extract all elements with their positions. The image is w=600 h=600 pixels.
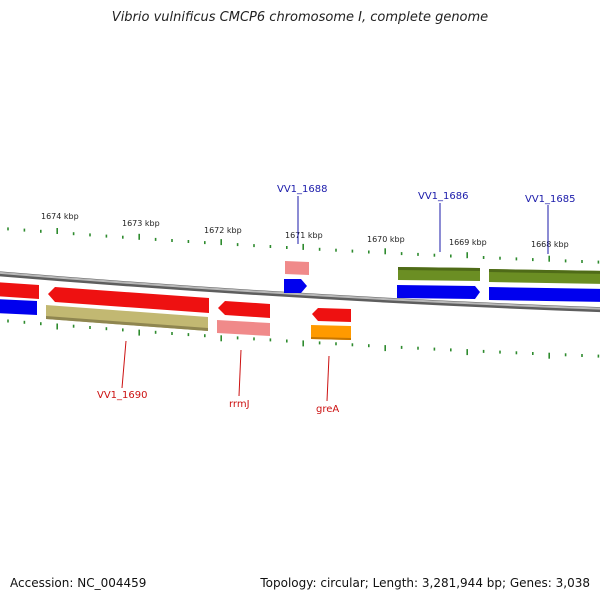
backbone (0, 271, 600, 310)
gene-grea-orange-shadow (311, 337, 351, 340)
gene-rrmj-pink[interactable] (217, 320, 270, 336)
gene-left-red[interactable] (0, 282, 39, 299)
genome-summary-text: Topology: circular; Length: 3,281,944 bp… (260, 576, 590, 590)
tick-ring-outer (7, 227, 600, 264)
gene-vv1-1685-green-top (489, 269, 600, 274)
gene-left-blue[interactable] (0, 299, 37, 315)
gene-vv1-1690-tan-shadow (46, 316, 208, 331)
scale-label-1673: 1673 kbp (122, 219, 160, 228)
gene-grea-red[interactable] (312, 308, 351, 322)
leader-rrmj (238, 349, 242, 397)
gene-vv1-1688-pink[interactable] (285, 261, 309, 275)
leader-grea (326, 355, 330, 402)
gene-label-vv1-1688[interactable]: VV1_1688 (277, 184, 328, 195)
gene-vv1-1685-blue[interactable] (489, 287, 600, 302)
top-gene-labels: VV1_1688 VV1_1686 VV1_1685 (277, 184, 576, 254)
gene-vv1-1686-green-top (398, 267, 480, 271)
scale-label-1669: 1669 kbp (449, 238, 487, 247)
gene-label-vv1-1686[interactable]: VV1_1686 (418, 191, 469, 202)
gene-vv1-1690-tan[interactable] (46, 305, 208, 331)
gene-label-vv1-1690[interactable]: VV1_1690 (97, 390, 148, 401)
accession-text: Accession: NC_004459 (10, 576, 147, 590)
scale-label-1668: 1668 kbp (531, 240, 569, 249)
scale-label-1670: 1670 kbp (367, 235, 405, 244)
bottom-gene-labels: VV1_1690 rrmJ greA (97, 340, 339, 415)
scale-label-1674: 1674 kbp (41, 212, 79, 221)
reverse-strand-features[interactable] (0, 261, 351, 340)
scale-labels: 1674 kbp 1673 kbp 1672 kbp 1671 kbp 1670… (41, 212, 569, 249)
gene-vv1-1686-blue[interactable] (397, 285, 480, 299)
map-title: Vibrio vulnificus CMCP6 chromosome I, co… (111, 10, 489, 25)
gene-vv1-1688-blue[interactable] (284, 279, 307, 293)
gene-label-vv1-1685[interactable]: VV1_1685 (525, 194, 576, 205)
gene-label-grea[interactable]: greA (316, 404, 339, 415)
scale-label-1671: 1671 kbp (285, 231, 323, 240)
gene-rrmj-red[interactable] (218, 301, 270, 318)
gene-vv1-1690-red[interactable] (48, 287, 209, 313)
forward-strand-features[interactable] (0, 267, 600, 315)
leader-vv1-1690 (121, 340, 127, 389)
gene-label-rrmj[interactable]: rrmJ (229, 399, 250, 410)
tick-ring-inner (7, 319, 600, 359)
gene-grea-orange[interactable] (311, 325, 351, 340)
scale-label-1672: 1672 kbp (204, 226, 242, 235)
